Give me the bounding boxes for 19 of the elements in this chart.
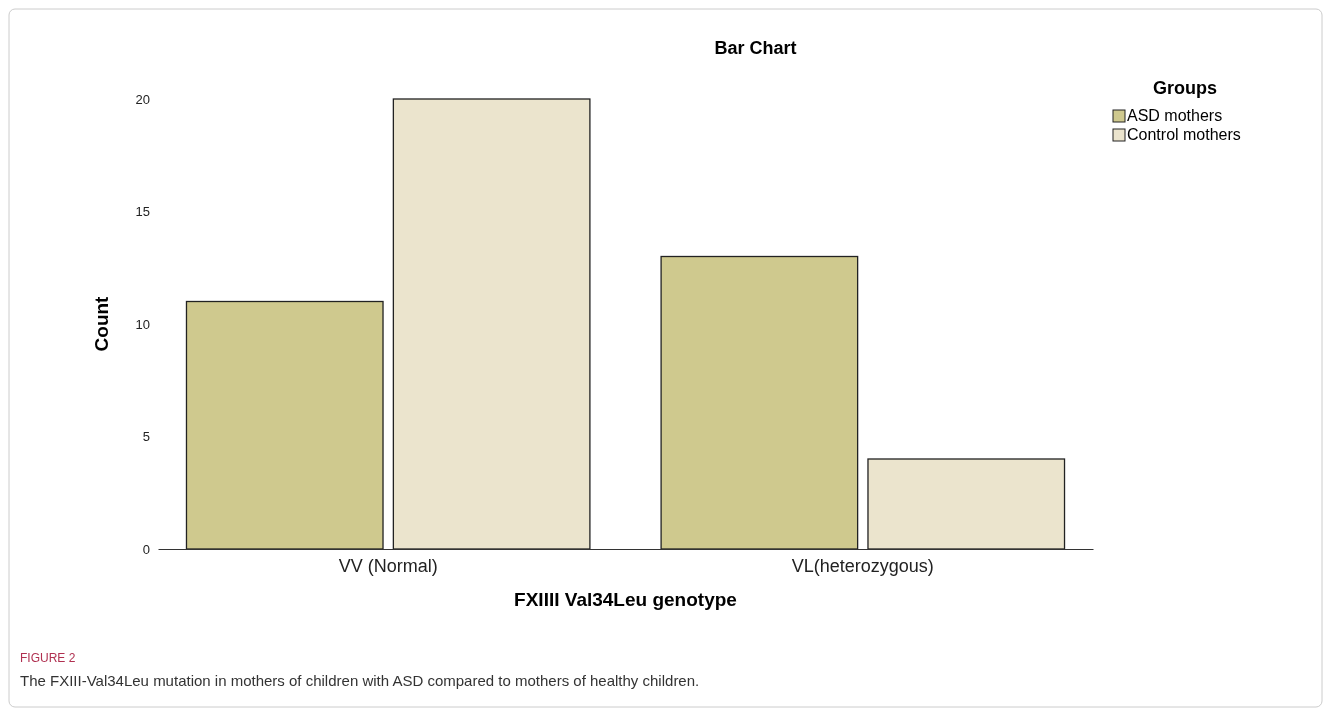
text: The FXIII-Val34Leu mutation in mothers of children with ASD compared to mothers of healthy children.	[20, 672, 700, 689]
y-axis-title: Count	[91, 295, 112, 352]
bar	[392, 98, 591, 550]
y-tick-label: 0	[142, 541, 150, 557]
x-tick-label: VL(heterozygous)	[791, 555, 934, 576]
x-axis-title: FXIIII Val34Leu genotype	[514, 589, 737, 610]
x-tick-label: VV (Normal)	[338, 555, 438, 576]
chart-title: Bar Chart	[714, 38, 797, 58]
y-tick-label: 15	[135, 204, 150, 220]
y-tick-label: 20	[135, 91, 150, 107]
y-tick-label: 10	[135, 316, 150, 332]
caption: FIGURE 2	[20, 651, 76, 665]
bar	[185, 300, 384, 550]
bar	[660, 255, 859, 550]
y-tick-label: 5	[142, 429, 150, 445]
bar	[867, 458, 1066, 550]
legend-title: Groups	[1153, 78, 1218, 98]
legend-label: ASD mothers	[1127, 107, 1223, 124]
legend-label: Control mothers	[1127, 126, 1241, 143]
